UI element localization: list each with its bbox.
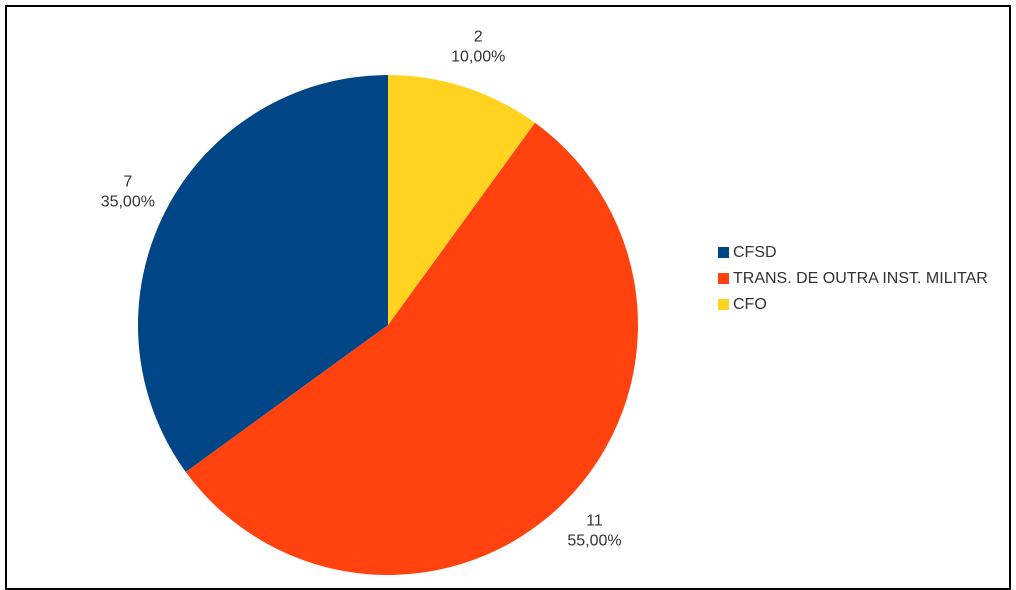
legend-label: CFO xyxy=(733,296,767,313)
pie-slice xyxy=(388,75,535,325)
pie-slice xyxy=(138,75,388,472)
legend-item: CFSD xyxy=(718,243,1008,263)
legend-swatch xyxy=(718,247,729,258)
slice-count-label: 11 xyxy=(586,513,603,530)
slice-count-label: 7 xyxy=(123,174,132,191)
legend-label: TRANS. DE OUTRA INST. MILITAR xyxy=(733,270,988,287)
slice-percent-label: 10,00% xyxy=(451,49,505,66)
legend: CFSD TRANS. DE OUTRA INST. MILITAR CFO xyxy=(718,243,1008,321)
slice-count-label: 2 xyxy=(474,29,483,46)
legend-swatch xyxy=(718,273,729,284)
legend-item: TRANS. DE OUTRA INST. MILITAR xyxy=(718,269,1008,289)
pie-slice xyxy=(185,122,639,576)
legend-item: CFO xyxy=(718,295,1008,315)
slice-percent-label: 35,00% xyxy=(101,194,155,211)
legend-label: CFSD xyxy=(733,244,777,261)
slice-percent-label: 55,00% xyxy=(567,533,621,550)
legend-swatch xyxy=(718,299,729,310)
